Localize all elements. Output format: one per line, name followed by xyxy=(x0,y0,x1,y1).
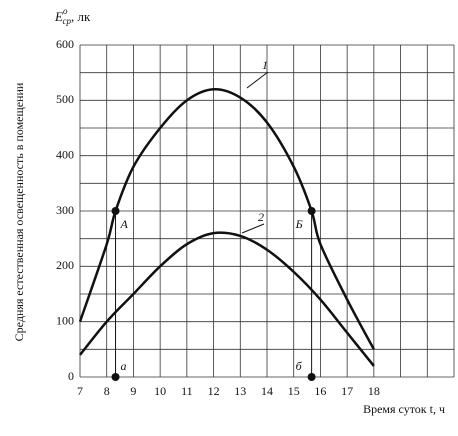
y-tick-label: 0 xyxy=(68,369,74,383)
y-tick-label: 100 xyxy=(56,313,74,327)
x-tick-label: 13 xyxy=(234,384,246,398)
point xyxy=(307,207,316,215)
x-tick-label: 10 xyxy=(154,384,166,398)
y-tick-label: 600 xyxy=(56,37,74,51)
x-tick-label: 12 xyxy=(208,384,220,398)
point xyxy=(111,373,120,381)
x-tick-label: 8 xyxy=(104,384,110,398)
x-tick-label: 16 xyxy=(314,384,326,398)
curve xyxy=(79,231,375,367)
point xyxy=(307,373,316,381)
x-tick-label: 11 xyxy=(181,384,193,398)
x-tick-label: 17 xyxy=(341,384,353,398)
curve-label: 2 xyxy=(258,210,264,224)
x-tick-label: 18 xyxy=(368,384,380,398)
x-tick-label: 9 xyxy=(130,384,136,398)
leader-line xyxy=(246,71,269,89)
y-tick-label: 300 xyxy=(56,203,74,217)
leader-line xyxy=(241,223,265,234)
point-label: Б xyxy=(295,217,303,231)
point xyxy=(111,207,120,215)
y-tick-label: 500 xyxy=(56,92,74,106)
y-unit: , лк xyxy=(71,9,91,24)
y-unit-title: Eо ср, лк xyxy=(54,6,91,26)
y-symbol-sup: о xyxy=(63,6,68,16)
x-tick-label: 15 xyxy=(288,384,300,398)
x-axis-label: Время суток t, ч xyxy=(363,402,445,416)
point-label: A xyxy=(120,217,129,231)
x-tick-label: 14 xyxy=(261,384,273,398)
y-tick-label: 200 xyxy=(56,258,74,272)
x-tick-label: 7 xyxy=(77,384,83,398)
curve-label: 1 xyxy=(262,58,268,72)
y-symbol-sub: ср xyxy=(62,16,71,26)
point-label: a xyxy=(121,359,127,373)
y-tick-label: 400 xyxy=(56,147,74,161)
y-symbol: E xyxy=(54,9,63,24)
y-axis-label: Средняя естественная освещенность в поме… xyxy=(12,82,26,341)
point-label: б xyxy=(296,359,303,373)
